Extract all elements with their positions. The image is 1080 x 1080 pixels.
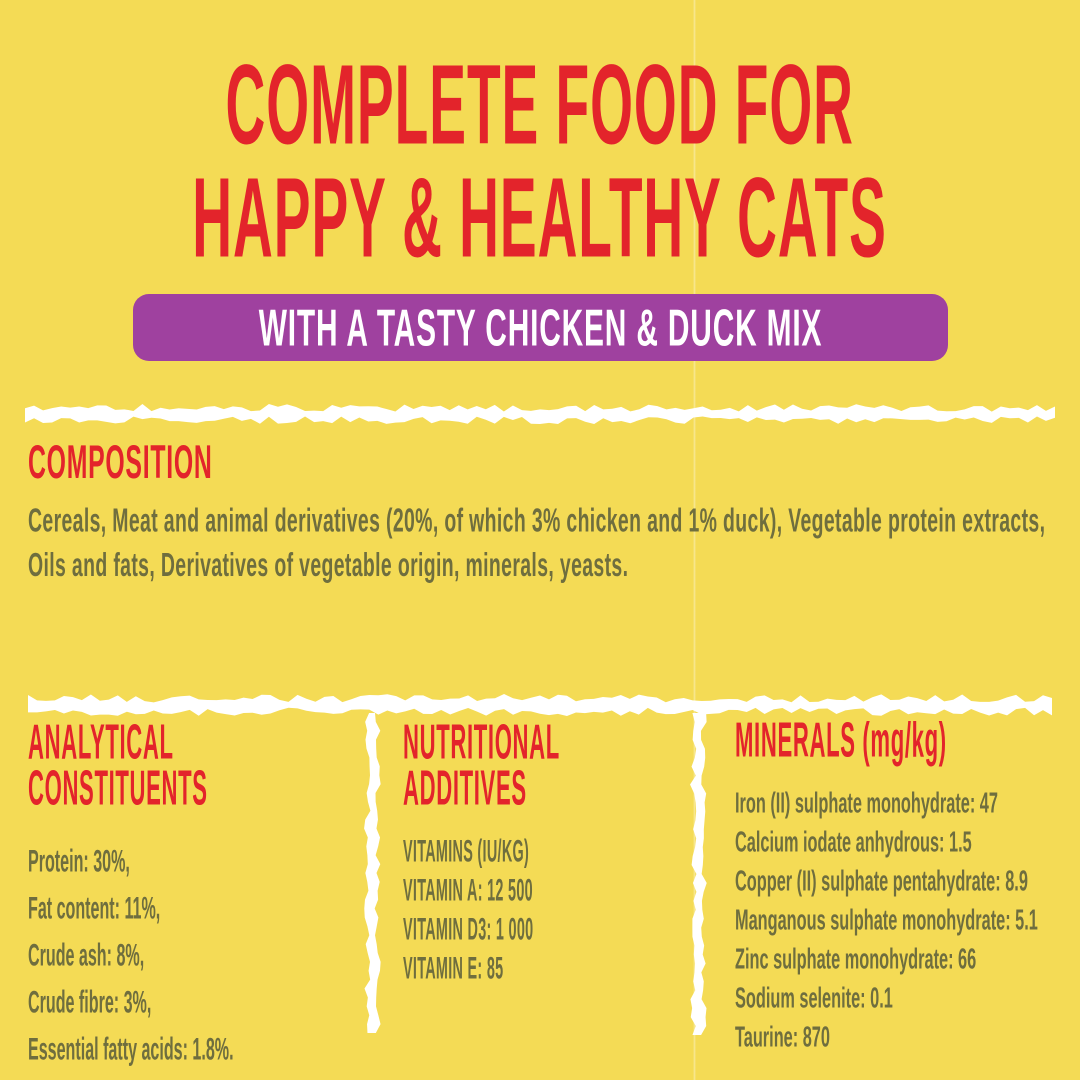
subtitle-banner-text: WITH A TASTY CHICKEN & DUCK MIX — [258, 297, 823, 357]
subtitle-banner: WITH A TASTY CHICKEN & DUCK MIX — [133, 294, 948, 361]
nutritional-heading-line-2: ADDITIVES — [403, 760, 527, 816]
nutritional-heading-line-1: NUTRITIONAL — [403, 714, 560, 770]
package-crease — [693, 0, 696, 1080]
minerals-item: Calcium iodate anhydrous: 1.5 — [735, 825, 972, 859]
composition-heading: COMPOSITION — [28, 435, 213, 489]
torn-divider-top — [25, 404, 1055, 424]
minerals-item: Sodium selenite: 0.1 — [735, 981, 893, 1015]
main-title-line-2: HAPPY & HEALTHY CATS — [0, 155, 1080, 282]
minerals-section: MINERALS (mg/kg) Iron (II) sulphate mono… — [735, 712, 1075, 1057]
main-title-line-2-text: HAPPY & HEALTHY CATS — [192, 154, 888, 282]
analytical-items: Protein: 30%, Fat content: 11%, Crude as… — [28, 838, 358, 1073]
minerals-item: Iron (II) sulphate monohydrate: 47 — [735, 786, 998, 820]
nutritional-items: VITAMINS (IU/KG) VITAMIN A: 12 500 VITAM… — [403, 832, 683, 988]
minerals-item: Zinc sulphate monohydrate: 66 — [735, 942, 977, 976]
nutritional-item: VITAMINS (IU/KG) — [403, 832, 530, 869]
analytical-item: Crude ash: 8%, — [28, 936, 145, 973]
analytical-item: Crude fibre: 3%, — [28, 983, 152, 1020]
column-divider-right — [690, 713, 707, 1035]
analytical-item: Protein: 30%, — [28, 842, 130, 879]
composition-text: Cereals, Meat and animal derivatives (20… — [28, 501, 1046, 584]
minerals-item: Manganous sulphate monohydrate: 5.1 — [735, 903, 1038, 937]
analytical-item: Fat content: 11%, — [28, 889, 161, 926]
minerals-heading: MINERALS (mg/kg) — [735, 712, 947, 768]
minerals-items: Iron (II) sulphate monohydrate: 47 Calci… — [735, 784, 1075, 1057]
nutritional-item: VITAMIN E: 85 — [403, 949, 504, 986]
analytical-heading-line-1: ANALYTICAL — [28, 714, 174, 770]
analytical-item: Essential fatty acids: 1.8%. — [28, 1030, 234, 1067]
analytical-constituents-section: ANALYTICAL CONSTITUENTS Protein: 30%, Fa… — [28, 714, 358, 1073]
main-title-line-1: COMPLETE FOOD FOR — [0, 42, 1080, 169]
main-title-line-1-text: COMPLETE FOOD FOR — [225, 41, 855, 169]
nutritional-item: VITAMIN D3: 1 000 — [403, 910, 534, 947]
minerals-item: Copper (II) sulphate pentahydrate: 8.9 — [735, 864, 1028, 898]
nutritional-item: VITAMIN A: 12 500 — [403, 871, 533, 908]
column-divider-left — [364, 713, 381, 1033]
minerals-item: Taurine: 870 — [735, 1020, 830, 1054]
nutritional-additives-section: NUTRITIONAL ADDITIVES VITAMINS (IU/KG) V… — [403, 714, 683, 988]
analytical-heading-line-2: CONSTITUENTS — [28, 760, 208, 816]
